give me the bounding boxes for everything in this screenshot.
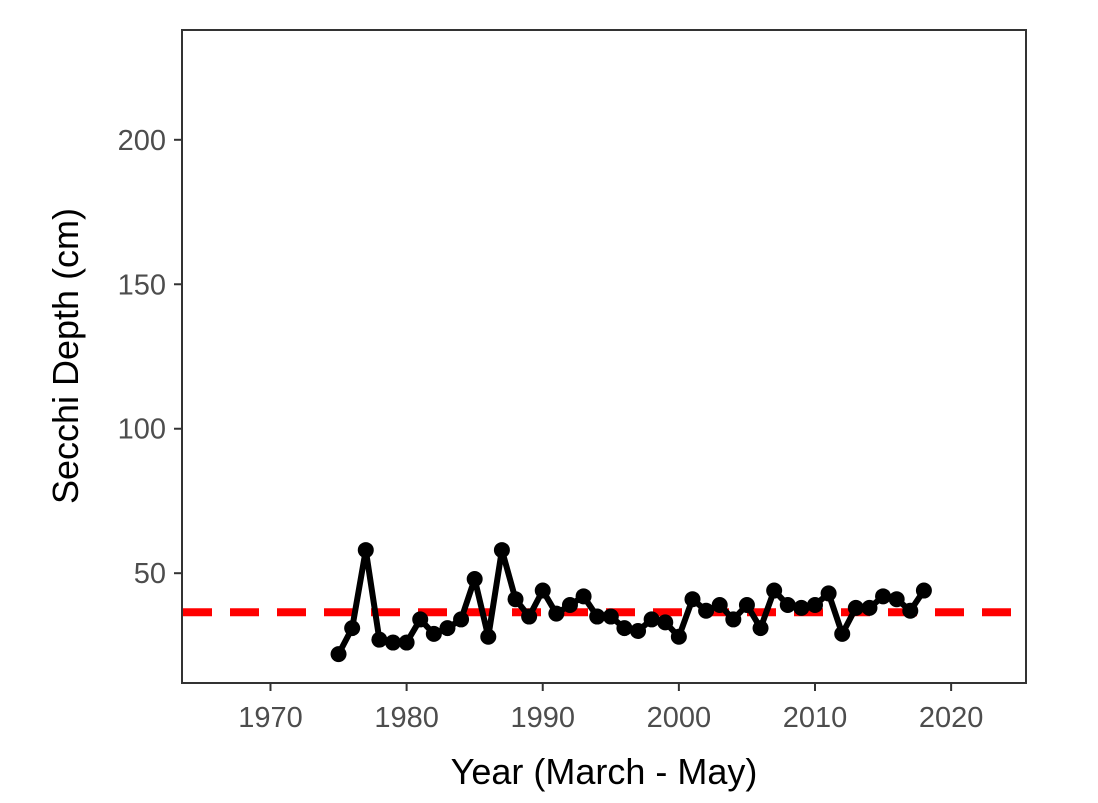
data-point xyxy=(670,628,687,645)
data-point xyxy=(575,588,592,605)
x-tick-label: 2020 xyxy=(919,702,984,734)
data-point xyxy=(684,591,701,608)
data-point xyxy=(888,591,905,608)
data-point xyxy=(793,599,810,616)
data-point xyxy=(344,620,361,637)
data-point xyxy=(330,646,347,663)
data-point xyxy=(711,596,728,613)
data-point xyxy=(371,631,388,648)
data-point xyxy=(657,614,674,631)
data-point xyxy=(439,620,456,637)
data-point xyxy=(820,585,837,602)
data-point xyxy=(616,620,633,637)
data-point xyxy=(861,599,878,616)
x-axis-title: Year (March - May) xyxy=(451,751,758,792)
data-point xyxy=(493,542,510,559)
x-tick-label: 1980 xyxy=(374,702,439,734)
y-tick-label: 100 xyxy=(118,414,166,446)
data-point xyxy=(357,542,374,559)
data-point xyxy=(589,608,606,625)
data-point xyxy=(534,582,551,599)
data-point xyxy=(643,611,660,628)
data-point xyxy=(766,582,783,599)
x-tick-label: 1990 xyxy=(510,702,575,734)
y-axis-title: Secchi Depth (cm) xyxy=(45,208,86,504)
data-point xyxy=(453,611,470,628)
series-layer xyxy=(330,542,932,663)
y-axis: 50 100 150 200 xyxy=(118,125,182,590)
x-tick-label: 1970 xyxy=(238,702,303,734)
data-point xyxy=(521,608,538,625)
y-tick-label: 150 xyxy=(118,269,166,301)
data-point xyxy=(807,596,823,613)
data-point xyxy=(466,570,483,587)
data-point xyxy=(425,625,442,642)
data-point xyxy=(412,611,429,628)
data-point xyxy=(398,634,415,651)
data-point xyxy=(698,602,715,619)
y-tick-label: 50 xyxy=(134,558,166,590)
data-point xyxy=(752,620,769,637)
data-point xyxy=(548,605,565,622)
data-point xyxy=(834,625,851,642)
plot-panel xyxy=(181,29,1027,684)
data-point xyxy=(902,602,919,619)
x-tick-label: 2000 xyxy=(647,702,712,734)
data-point xyxy=(875,588,892,605)
data-point xyxy=(779,596,796,613)
data-point xyxy=(847,599,864,616)
data-point xyxy=(738,596,755,613)
x-tick-label: 2010 xyxy=(783,702,848,734)
data-point xyxy=(602,608,619,625)
data-point xyxy=(630,622,647,639)
data-point xyxy=(385,634,401,651)
x-axis: 1970 1980 1990 2000 2010 2020 xyxy=(238,683,983,734)
y-tick-label: 200 xyxy=(118,125,166,157)
data-point xyxy=(561,596,578,613)
data-point xyxy=(725,611,742,628)
data-point xyxy=(915,582,932,599)
data-point xyxy=(480,628,497,645)
data-point xyxy=(507,591,524,608)
